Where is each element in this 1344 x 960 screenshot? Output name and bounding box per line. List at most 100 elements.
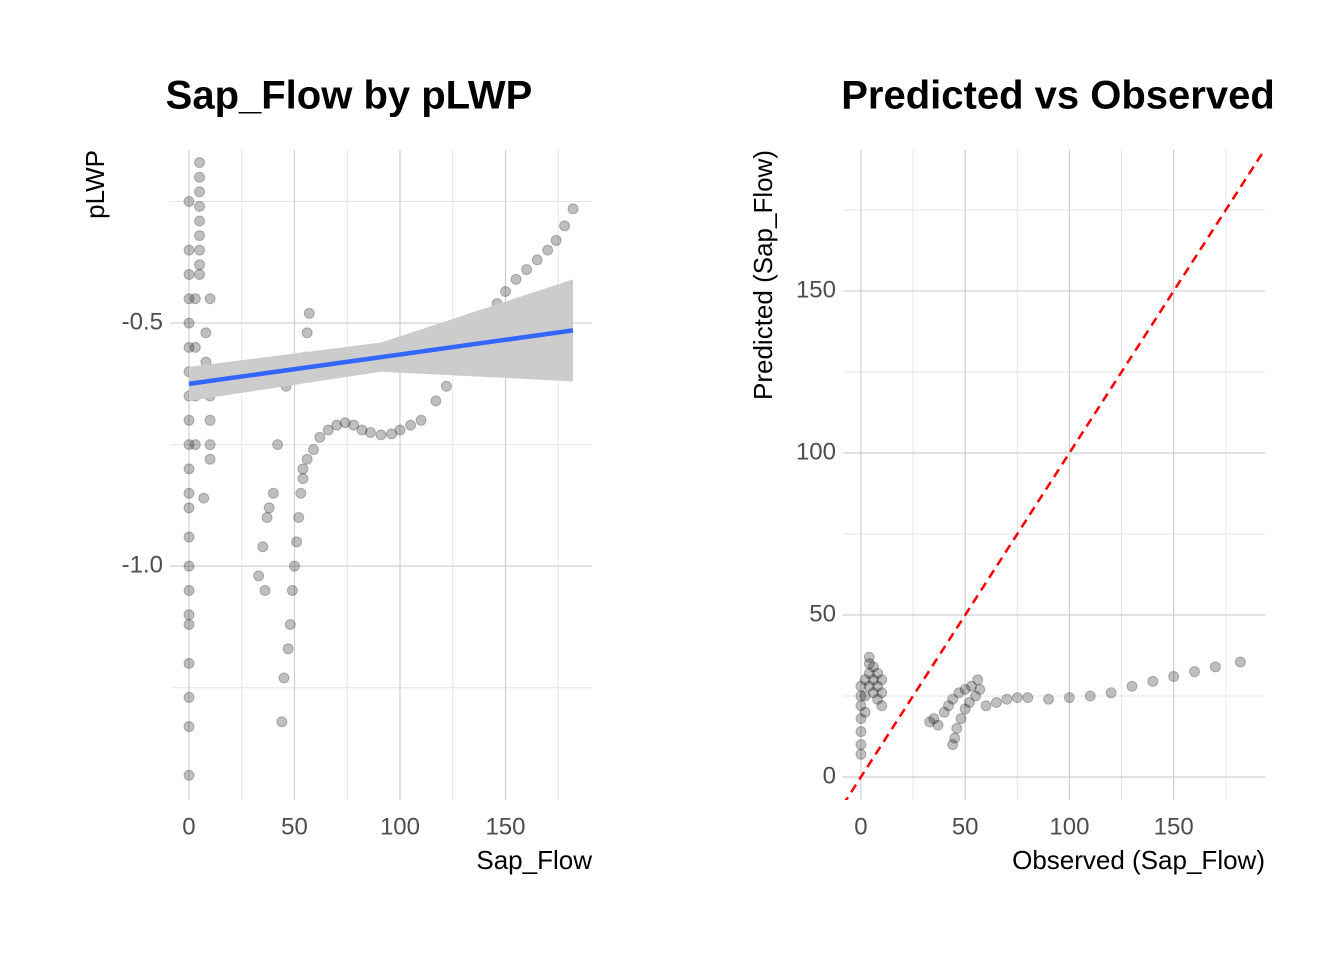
x-tick-label: 150 [1154, 813, 1194, 840]
point [183, 244, 195, 256]
point [288, 560, 300, 572]
point [521, 264, 533, 276]
point [510, 273, 522, 285]
point [859, 706, 871, 718]
point [291, 536, 303, 548]
point [204, 439, 216, 451]
point [863, 658, 875, 670]
point [339, 417, 351, 429]
point [356, 424, 368, 436]
point [295, 487, 307, 499]
point [194, 157, 206, 169]
point [293, 512, 305, 524]
fit-line [188, 328, 574, 387]
point [183, 196, 195, 208]
point [394, 424, 406, 436]
point [963, 696, 975, 708]
chart-title: Predicted vs Observed [841, 74, 1275, 118]
y-tick-label: -0.5 [122, 308, 163, 335]
point [183, 769, 195, 781]
point [932, 719, 944, 731]
point [284, 618, 296, 630]
point [194, 186, 206, 198]
point [867, 661, 879, 673]
point [1043, 693, 1055, 705]
point [542, 244, 554, 256]
point [183, 618, 195, 630]
point [183, 584, 195, 596]
point [253, 570, 265, 582]
point [267, 487, 279, 499]
point [947, 693, 959, 705]
point [855, 690, 867, 702]
point [550, 234, 562, 246]
point [194, 259, 206, 271]
point [855, 748, 867, 760]
point [1189, 666, 1201, 678]
x-tick-label: 0 [854, 813, 867, 840]
point [183, 268, 195, 280]
point [867, 687, 879, 699]
point [430, 395, 442, 407]
point [204, 293, 216, 305]
point [183, 487, 195, 499]
point [440, 380, 452, 392]
point [872, 667, 884, 679]
y-axis-title: pLWP [80, 150, 110, 219]
point [1001, 693, 1013, 705]
point [259, 584, 271, 596]
point [974, 684, 986, 696]
point [872, 693, 884, 705]
point [876, 687, 888, 699]
point [278, 672, 290, 684]
point [183, 609, 195, 621]
point [863, 651, 875, 663]
point [855, 680, 867, 692]
chart-title: Sap_Flow by pLWP [166, 74, 533, 118]
point [272, 439, 284, 451]
point [194, 215, 206, 227]
point [303, 307, 315, 319]
point [331, 419, 343, 431]
point [955, 713, 967, 725]
point [855, 739, 867, 751]
point [183, 463, 195, 475]
y-tick-label: -1.0 [122, 551, 163, 578]
point [194, 171, 206, 183]
point [189, 293, 201, 305]
point [386, 428, 398, 440]
x-tick-label: 100 [380, 813, 420, 840]
point [286, 584, 298, 596]
point [194, 244, 206, 256]
point [863, 680, 875, 692]
point [297, 463, 309, 475]
point [189, 439, 201, 451]
point [183, 721, 195, 733]
point [301, 453, 313, 465]
point [183, 560, 195, 572]
point [863, 667, 875, 679]
reference-line [844, 150, 1265, 800]
point [938, 706, 950, 718]
point [1147, 675, 1159, 687]
point [859, 674, 871, 686]
point [876, 674, 888, 686]
point [1209, 661, 1221, 673]
x-tick-label: 0 [182, 813, 195, 840]
point [415, 414, 427, 426]
point [855, 700, 867, 712]
point [348, 419, 360, 431]
point [1168, 671, 1180, 683]
point [859, 690, 871, 702]
point [855, 713, 867, 725]
point [183, 531, 195, 543]
y-tick-label: 100 [796, 438, 836, 465]
point [314, 431, 326, 443]
point [949, 732, 961, 744]
point [559, 220, 571, 232]
point [183, 414, 195, 426]
point [1105, 687, 1117, 699]
x-tick-label: 100 [1049, 813, 1089, 840]
point [301, 327, 313, 339]
point [307, 443, 319, 455]
